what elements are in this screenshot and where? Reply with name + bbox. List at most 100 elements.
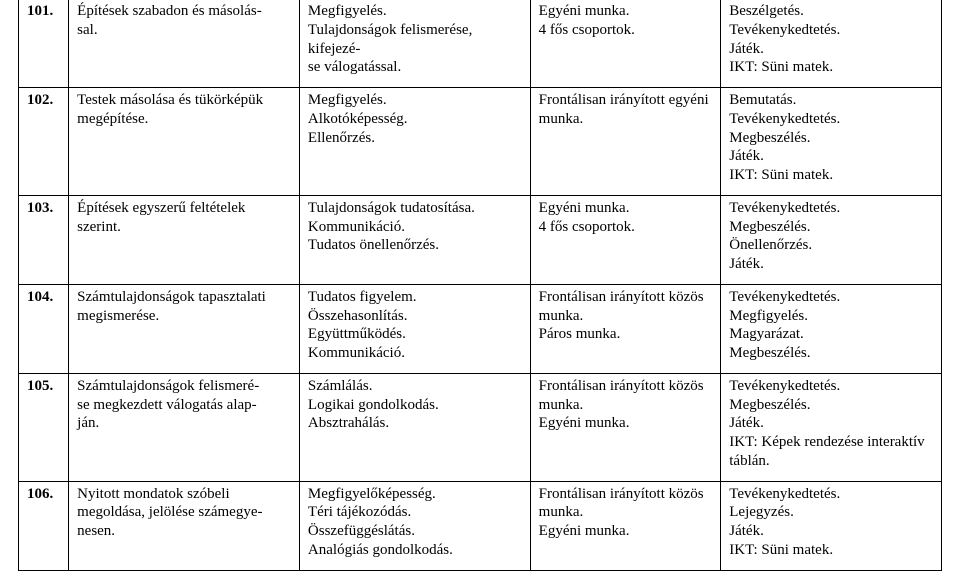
table-row: 104.Számtulajdonságok tapasztalatimegism…: [19, 284, 942, 373]
cell-line: Kommunikáció.: [308, 218, 522, 237]
cell-line: Számtulajdonságok felismeré-: [77, 377, 291, 396]
cell-line: Frontálisan irányított egyéni: [539, 91, 713, 110]
cell-line: Megbeszélés.: [729, 129, 933, 148]
cell-line: IKT: Süni matek.: [729, 541, 933, 560]
cell-topic: Testek másolása és tükörképükmegépítése.: [69, 88, 300, 195]
cell-line: szerint.: [77, 218, 291, 237]
cell-line: Ellenőrzés.: [308, 129, 522, 148]
cell-topic: Számtulajdonságok felismeré-se megkezdet…: [69, 373, 300, 480]
cell-method: Bemutatás.Tevékenykedtetés.Megbeszélés.J…: [721, 88, 942, 195]
cell-line: Tevékenykedtetés.: [729, 110, 933, 129]
cell-line: Egyéni munka.: [539, 2, 713, 21]
cell-line: Beszélgetés.: [729, 2, 933, 21]
table-row: 103.Építések egyszerű feltételekszerint.…: [19, 195, 942, 284]
row-number: 105.: [19, 373, 69, 480]
cell-form: Frontálisan irányított közösmunka.Egyéni…: [530, 481, 721, 570]
cell-line: Alkotóképesség.: [308, 110, 522, 129]
cell-line: Páros munka.: [539, 325, 713, 344]
row-number: 104.: [19, 284, 69, 373]
cell-line: Tevékenykedtetés.: [729, 21, 933, 40]
row-separator: [19, 570, 942, 571]
cell-line: megépítése.: [77, 110, 291, 129]
cell-line: Bemutatás.: [729, 91, 933, 110]
cell-line: IKT: Süni matek.: [729, 58, 933, 77]
cell-line: sal.: [77, 21, 291, 40]
cell-method: Tevékenykedtetés.Megfigyelés.Magyarázat.…: [721, 284, 942, 373]
cell-line: Megfigyelőképesség.: [308, 485, 522, 504]
cell-form: Frontálisan irányított közösmunka.Egyéni…: [530, 373, 721, 480]
cell-goals: Tulajdonságok tudatosítása.Kommunikáció.…: [299, 195, 530, 284]
cell-topic: Számtulajdonságok tapasztalatimegismerés…: [69, 284, 300, 373]
cell-form: Egyéni munka.4 fős csoportok.: [530, 195, 721, 284]
cell-line: Játék.: [729, 255, 933, 274]
cell-line: Tudatos önellenőrzés.: [308, 236, 522, 255]
cell-method: Beszélgetés.Tevékenykedtetés.Játék.IKT: …: [721, 0, 942, 87]
cell-line: Absztrahálás.: [308, 414, 522, 433]
cell-line: Megfigyelés.: [308, 2, 522, 21]
cell-line: Tulajdonságok felismerése, kifejezé-: [308, 21, 522, 59]
cell-line: se válogatással.: [308, 58, 522, 77]
cell-line: Játék.: [729, 147, 933, 166]
cell-line: megismerése.: [77, 307, 291, 326]
cell-line: Számlálás.: [308, 377, 522, 396]
cell-line: Együttműködés.: [308, 325, 522, 344]
cell-line: Egyéni munka.: [539, 414, 713, 433]
cell-line: Tudatos figyelem.: [308, 288, 522, 307]
cell-form: Frontálisan irányított egyénimunka.: [530, 88, 721, 195]
row-number: 101.: [19, 0, 69, 87]
cell-topic: Építések egyszerű feltételekszerint.: [69, 195, 300, 284]
cell-line: ján.: [77, 414, 291, 433]
cell-line: Összefüggéslátás.: [308, 522, 522, 541]
cell-line: Tevékenykedtetés.: [729, 377, 933, 396]
cell-method: Tevékenykedtetés.Lejegyzés.Játék.IKT: Sü…: [721, 481, 942, 570]
cell-form: Frontálisan irányított közösmunka.Páros …: [530, 284, 721, 373]
cell-line: Számtulajdonságok tapasztalati: [77, 288, 291, 307]
cell-line: Egyéni munka.: [539, 199, 713, 218]
cell-line: Lejegyzés.: [729, 503, 933, 522]
cell-method: Tevékenykedtetés.Megbeszélés.Játék.IKT: …: [721, 373, 942, 480]
cell-line: Megfigyelés.: [729, 307, 933, 326]
cell-line: Tevékenykedtetés.: [729, 199, 933, 218]
cell-line: Játék.: [729, 40, 933, 59]
cell-goals: Tudatos figyelem.Összehasonlítás.Együttm…: [299, 284, 530, 373]
table-row: 105.Számtulajdonságok felismeré-se megke…: [19, 373, 942, 480]
cell-line: Frontálisan irányított közös: [539, 288, 713, 307]
cell-line: nesen.: [77, 522, 291, 541]
cell-topic: Építések szabadon és másolás-sal.: [69, 0, 300, 87]
cell-line: Kommunikáció.: [308, 344, 522, 363]
cell-goals: Megfigyelés.Tulajdonságok felismerése, k…: [299, 0, 530, 87]
cell-line: Tevékenykedtetés.: [729, 485, 933, 504]
cell-goals: Számlálás.Logikai gondolkodás.Absztrahál…: [299, 373, 530, 480]
cell-line: Téri tájékozódás.: [308, 503, 522, 522]
cell-line: munka.: [539, 110, 713, 129]
cell-line: Összehasonlítás.: [308, 307, 522, 326]
cell-line: Logikai gondolkodás.: [308, 396, 522, 415]
cell-form: Egyéni munka.4 fős csoportok.: [530, 0, 721, 87]
curriculum-table: 101.Építések szabadon és másolás-sal.Meg…: [18, 0, 942, 571]
table-row: 102.Testek másolása és tükörképükmegépít…: [19, 88, 942, 195]
cell-goals: Megfigyelőképesség.Téri tájékozódás.Össz…: [299, 481, 530, 570]
cell-line: Frontálisan irányított közös: [539, 377, 713, 396]
cell-line: Tulajdonságok tudatosítása.: [308, 199, 522, 218]
table-row: 101.Építések szabadon és másolás-sal.Meg…: [19, 0, 942, 87]
cell-line: Egyéni munka.: [539, 522, 713, 541]
cell-line: Önellenőrzés.: [729, 236, 933, 255]
cell-line: Építések egyszerű feltételek: [77, 199, 291, 218]
page: 101.Építések szabadon és másolás-sal.Meg…: [0, 0, 960, 582]
row-number: 102.: [19, 88, 69, 195]
cell-method: Tevékenykedtetés.Megbeszélés.Önellenőrzé…: [721, 195, 942, 284]
cell-line: munka.: [539, 396, 713, 415]
cell-line: Testek másolása és tükörképük: [77, 91, 291, 110]
cell-line: 4 fős csoportok.: [539, 218, 713, 237]
cell-line: 4 fős csoportok.: [539, 21, 713, 40]
cell-line: Tevékenykedtetés.: [729, 288, 933, 307]
cell-line: Megbeszélés.: [729, 218, 933, 237]
cell-line: megoldása, jelölése számegye-: [77, 503, 291, 522]
cell-topic: Nyitott mondatok szóbelimegoldása, jelöl…: [69, 481, 300, 570]
cell-line: IKT: Képek rendezése interaktív: [729, 433, 933, 452]
cell-line: Analógiás gondolkodás.: [308, 541, 522, 560]
cell-line: Megfigyelés.: [308, 91, 522, 110]
cell-line: Építések szabadon és másolás-: [77, 2, 291, 21]
table-row: 106.Nyitott mondatok szóbelimegoldása, j…: [19, 481, 942, 570]
row-number: 106.: [19, 481, 69, 570]
